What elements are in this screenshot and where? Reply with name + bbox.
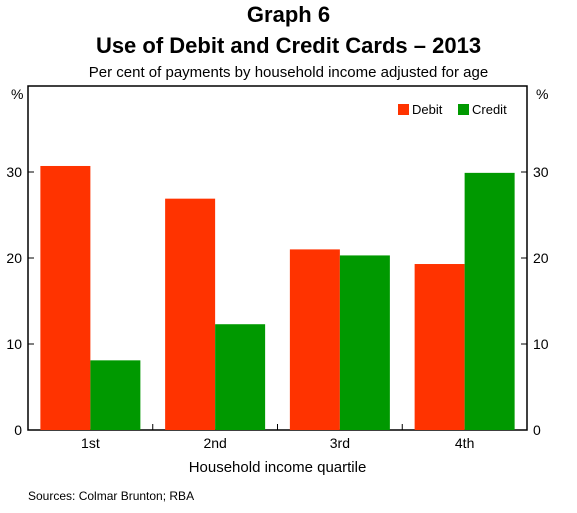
- bar-debit-1st: [40, 165, 91, 431]
- y-tick-label-left: 10: [6, 336, 22, 352]
- legend-swatch-credit: [458, 104, 469, 115]
- y-tick-label-right: 10: [533, 336, 549, 352]
- bar-debit-4th: [414, 264, 465, 430]
- left-axis-unit: %: [11, 86, 24, 102]
- y-tick-label-left: 20: [6, 250, 22, 266]
- y-tick-label-right: 0: [533, 422, 541, 438]
- y-tick-label-right: 20: [533, 250, 549, 266]
- right-axis-unit: %: [536, 86, 549, 102]
- legend-swatch-debit: [398, 104, 409, 115]
- bar-credit-2nd: [215, 324, 266, 430]
- source-note: Sources: Colmar Brunton; RBA: [28, 489, 195, 503]
- x-axis-title: Household income quartile: [189, 459, 367, 476]
- x-tick-label: 3rd: [330, 435, 350, 451]
- x-tick-label: 4th: [455, 435, 474, 451]
- legend-label-debit: Debit: [412, 102, 443, 117]
- y-tick-label-left: 30: [6, 164, 22, 180]
- bar-debit-3rd: [289, 249, 340, 430]
- y-tick-label-left: 0: [14, 422, 22, 438]
- bar-credit-1st: [90, 360, 141, 430]
- legend-label-credit: Credit: [472, 102, 507, 117]
- bar-credit-4th: [464, 172, 515, 431]
- bar-debit-2nd: [165, 198, 216, 430]
- chart-title: Graph 6: [246, 2, 331, 27]
- bar-credit-3rd: [339, 255, 390, 430]
- x-tick-label: 1st: [81, 435, 100, 451]
- chart-subtitle: Use of Debit and Credit Cards – 2013: [95, 33, 482, 58]
- x-tick-label: 2nd: [203, 435, 226, 451]
- chart-description: Per cent of payments by household income…: [88, 64, 489, 81]
- y-tick-label-right: 30: [533, 164, 549, 180]
